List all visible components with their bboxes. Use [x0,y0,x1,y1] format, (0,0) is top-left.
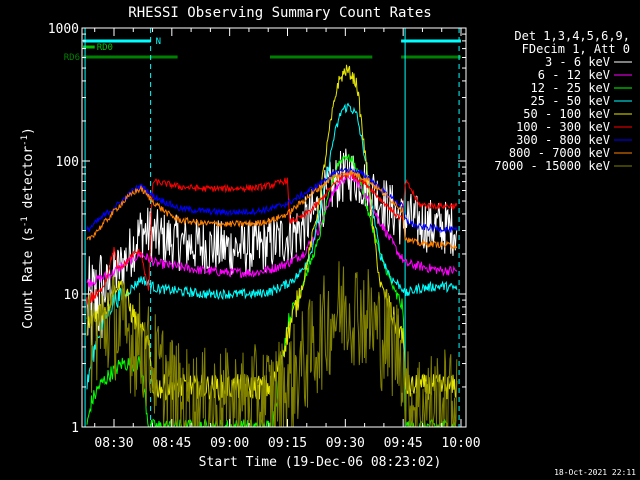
series-line-3 [86,102,458,390]
x-tick-label: 08:45 [152,436,191,451]
x-tick-label: 10:00 [441,436,480,451]
legend-entry-label: 7000 - 15000 keV [494,159,610,173]
chart-title: RHESSI Observing Summary Count Rates [128,5,431,21]
legend-entry-label: 25 - 50 keV [531,94,610,108]
legend-entry-label: 6 - 12 keV [538,68,610,82]
x-tick-label: 09:45 [384,436,423,451]
legend-entry-label: 12 - 25 keV [531,81,610,95]
legend-entry-label: 300 - 800 keV [516,133,610,147]
x-tick-label: 09:30 [326,436,365,451]
legend-header-line: FDecim 1, Att 0 [522,42,630,56]
flag-label-rd6: RD6 [64,53,80,63]
plot-frame [81,27,467,428]
y-axis-label: Count Rate (s-1 detector-1) [20,127,36,329]
y-tick-label: 1 [71,421,79,436]
series-line-0 [86,148,458,346]
y-tick-label: 10 [63,288,79,303]
x-tick-label: 09:15 [268,436,307,451]
legend-entry-label: 800 - 7000 keV [509,146,610,160]
flag-label-n: N [156,37,161,47]
flag-label-rd0: RD0 [97,43,113,53]
y-tick-label: 100 [56,155,79,170]
series-line-7 [86,170,458,250]
legend: Det 1,3,4,5,6,9,FDecim 1, Att 03 - 6 keV… [494,29,632,173]
series-line-8 [86,261,458,427]
series-line-2 [86,154,457,427]
series-line-5 [86,171,458,305]
x-axis-label: Start Time (19-Dec-06 08:23:02) [199,455,442,470]
x-tick-label: 09:00 [210,436,249,451]
series-layer [86,64,458,427]
x-tick-label: 08:30 [94,436,133,451]
x-axis: 08:30 08:45 09:00 09:15 09:30 09:45 10:00 [94,28,481,451]
legend-entry-label: 50 - 100 keV [523,107,610,121]
y-axis: 1 10 100 1000 [48,22,466,436]
legend-entry-label: 3 - 6 keV [545,55,610,69]
legend-header-line: Det 1,3,4,5,6,9, [514,29,630,43]
series-line-1 [86,170,458,288]
legend-entry-label: 100 - 300 keV [516,120,610,134]
y-tick-label: 1000 [48,22,79,37]
generated-timestamp: 18-Oct-2021 22:11 [554,468,636,477]
